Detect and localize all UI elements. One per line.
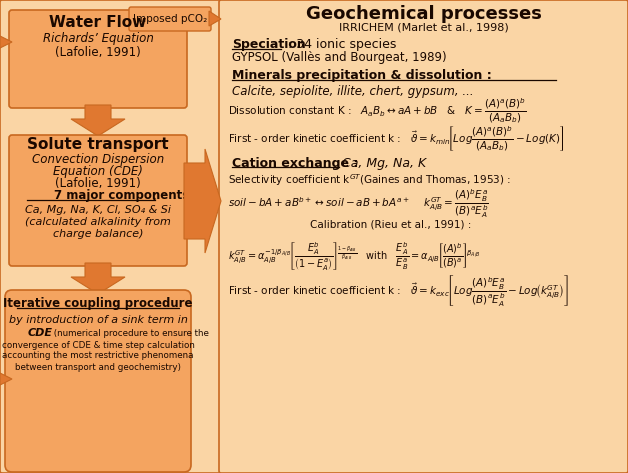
Text: :: : bbox=[152, 190, 157, 202]
Text: First - order kinetic coefficient k :   $\vec{\vartheta} = k_{exc}\!\left[Log\df: First - order kinetic coefficient k : $\… bbox=[228, 272, 570, 307]
Text: Water Flow: Water Flow bbox=[50, 16, 146, 30]
Polygon shape bbox=[71, 263, 125, 294]
Text: $k^{GT}_{A/B} = \alpha^{-1/\beta_{A/B}}_{A/B}\!\left[\dfrac{E_A^b}{\left(1-E_A^a: $k^{GT}_{A/B} = \alpha^{-1/\beta_{A/B}}_… bbox=[228, 240, 480, 272]
Polygon shape bbox=[71, 105, 125, 136]
Text: Convection Dispersion: Convection Dispersion bbox=[32, 152, 164, 166]
Text: IRRICHEM (Marlet et al., 1998): IRRICHEM (Marlet et al., 1998) bbox=[339, 23, 509, 33]
FancyBboxPatch shape bbox=[5, 290, 191, 472]
FancyBboxPatch shape bbox=[9, 10, 187, 108]
Text: CDE: CDE bbox=[28, 328, 53, 338]
FancyBboxPatch shape bbox=[219, 0, 628, 473]
Polygon shape bbox=[0, 373, 12, 385]
Polygon shape bbox=[0, 36, 12, 48]
Text: Ca, Mg, Na, K, Cl, SO₄ & Si: Ca, Mg, Na, K, Cl, SO₄ & Si bbox=[25, 205, 171, 215]
Text: Solute transport: Solute transport bbox=[27, 138, 169, 152]
Text: Minerals precipitation & dissolution :: Minerals precipitation & dissolution : bbox=[232, 70, 492, 82]
Text: Calibration (Rieu et al., 1991) :: Calibration (Rieu et al., 1991) : bbox=[310, 220, 472, 230]
Text: Selectivity coefficient k$^{GT}$(Gaines and Thomas, 1953) :: Selectivity coefficient k$^{GT}$(Gaines … bbox=[228, 172, 511, 188]
Text: by introduction of a sink term in: by introduction of a sink term in bbox=[9, 315, 187, 325]
Text: Equation (CDE): Equation (CDE) bbox=[53, 165, 143, 177]
Text: Ca, Mg, Na, K: Ca, Mg, Na, K bbox=[342, 157, 426, 169]
FancyBboxPatch shape bbox=[9, 135, 187, 266]
Text: Imposed pCO₂: Imposed pCO₂ bbox=[133, 14, 207, 24]
Text: (calculated alkalinity from: (calculated alkalinity from bbox=[25, 217, 171, 227]
Text: convergence of CDE & time step calculation: convergence of CDE & time step calculati… bbox=[1, 341, 195, 350]
Text: Iterative coupling procedure: Iterative coupling procedure bbox=[3, 297, 193, 309]
Text: Speciation: Speciation bbox=[232, 38, 306, 52]
Text: Cation exchange :: Cation exchange : bbox=[232, 157, 359, 169]
Text: GYPSOL (Vallès and Bourgeat, 1989): GYPSOL (Vallès and Bourgeat, 1989) bbox=[232, 52, 447, 64]
Text: Dissolution constant K :   $A_aB_b \leftrightarrow aA + bB$   &   $K = \dfrac{(A: Dissolution constant K : $A_aB_b \leftri… bbox=[228, 96, 527, 125]
Text: Calcite, sepiolite, illite, chert, gypsum, ...: Calcite, sepiolite, illite, chert, gypsu… bbox=[232, 85, 474, 97]
Polygon shape bbox=[209, 11, 221, 26]
Text: Richards’ Equation: Richards’ Equation bbox=[43, 33, 153, 45]
Text: (numerical procedure to ensure the: (numerical procedure to ensure the bbox=[51, 329, 209, 338]
FancyBboxPatch shape bbox=[129, 7, 211, 31]
Text: 7 major components: 7 major components bbox=[54, 190, 189, 202]
Text: First - order kinetic coefficient k :   $\vec{\vartheta} = k_{min}\!\left[Log\df: First - order kinetic coefficient k : $\… bbox=[228, 125, 565, 153]
Text: Geochemical processes: Geochemical processes bbox=[306, 5, 542, 23]
Text: : 34 ionic species: : 34 ionic species bbox=[284, 38, 396, 52]
Text: (Lafolie, 1991): (Lafolie, 1991) bbox=[55, 176, 141, 190]
Polygon shape bbox=[184, 149, 221, 253]
FancyBboxPatch shape bbox=[0, 0, 221, 473]
Text: $soil - bA + aB^{b+} \leftrightarrow soil - aB + bA^{a+}$    $k^{GT}_{A/B} = \df: $soil - bA + aB^{b+} \leftrightarrow soi… bbox=[228, 188, 489, 220]
Text: (Lafolie, 1991): (Lafolie, 1991) bbox=[55, 46, 141, 60]
Text: accounting the most restrictive phenomena: accounting the most restrictive phenomen… bbox=[3, 351, 194, 360]
Text: charge balance): charge balance) bbox=[53, 229, 143, 239]
Text: between transport and geochemistry): between transport and geochemistry) bbox=[15, 362, 181, 371]
